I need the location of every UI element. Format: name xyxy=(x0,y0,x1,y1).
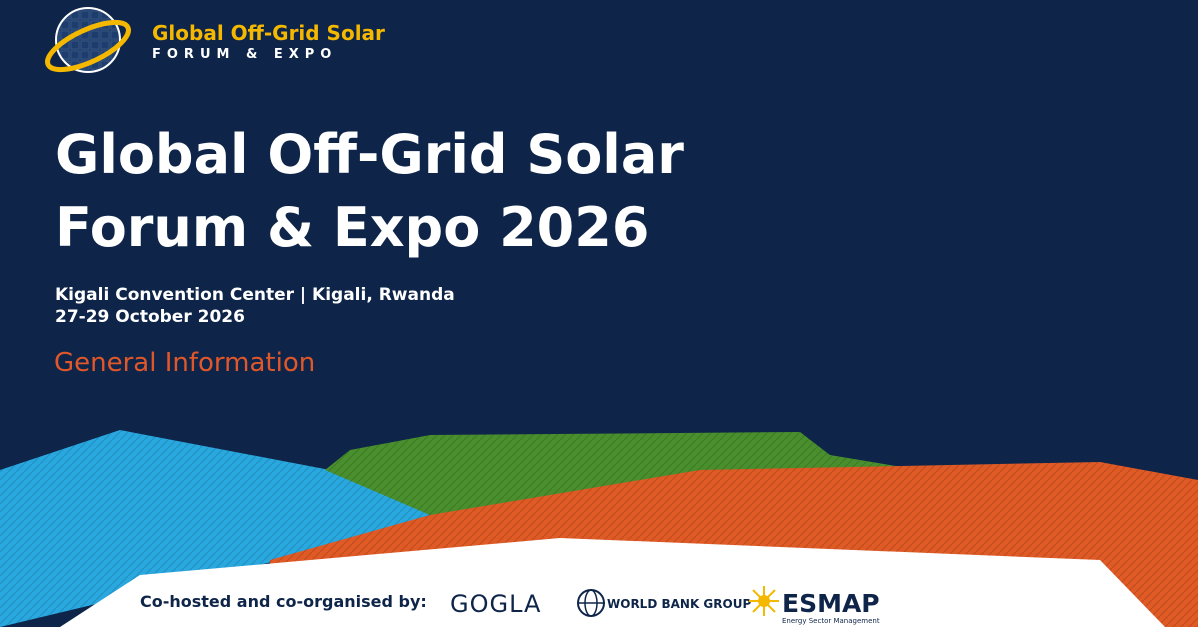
esmap-icon xyxy=(749,586,779,616)
logo: Global Off-Grid Solar FORUM & EXPO xyxy=(45,7,385,73)
landscape xyxy=(0,430,1198,627)
footer-label: Co-hosted and co-organised by: xyxy=(140,592,427,611)
section-title: General Information xyxy=(54,348,315,378)
heading-line: Global Off-Grid Solar xyxy=(55,123,684,186)
world-bank-icon xyxy=(577,589,605,617)
venue: Kigali Convention Center | Kigali, Rwand… xyxy=(55,285,455,305)
heading-line: Forum & Expo 2026 xyxy=(55,196,649,259)
logo-title: Global Off-Grid Solar xyxy=(152,21,385,45)
partner-gogla: GOGLA xyxy=(450,590,541,618)
partner-esmap-subtitle: Energy Sector Management xyxy=(782,617,880,625)
white-ground xyxy=(60,538,1165,627)
partner-esmap: ESMAP xyxy=(782,589,880,618)
date: 27-29 October 2026 xyxy=(55,307,245,327)
logo-subtitle: FORUM & EXPO xyxy=(152,47,337,62)
logo-orbit xyxy=(45,19,131,73)
partner-worldbank: WORLD BANK GROUP xyxy=(607,597,751,611)
blue-hill-texture xyxy=(0,430,430,627)
